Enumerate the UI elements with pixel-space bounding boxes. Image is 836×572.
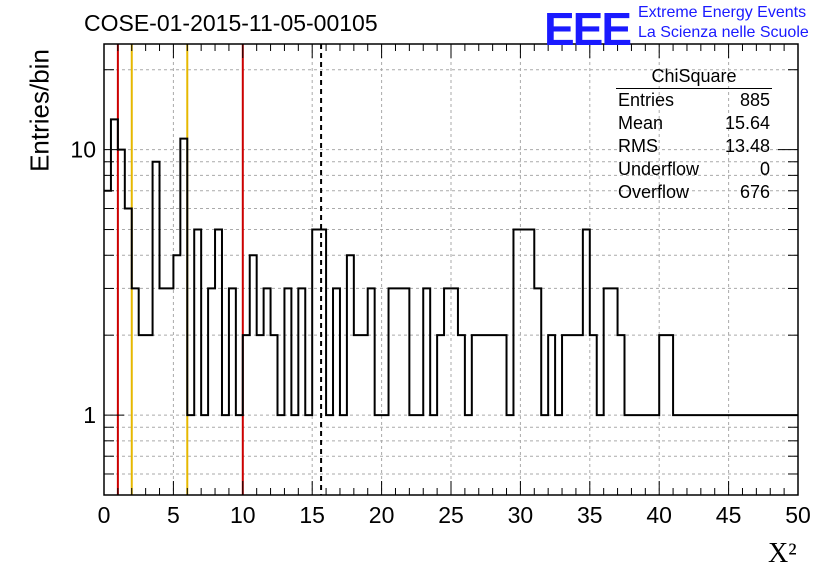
stats-value: 0 <box>759 159 770 179</box>
x-axis-label: X² <box>768 538 797 569</box>
stats-label: Mean <box>618 113 664 133</box>
stats-value: 15.64 <box>724 113 770 133</box>
stats-label: RMS <box>618 136 658 156</box>
stats-row: Underflow 0 <box>612 158 776 181</box>
stats-box: ChiSquare Entries 885 Mean 15.64 RMS 13.48 … <box>612 66 776 204</box>
histogram-line <box>104 118 798 417</box>
x-tick-label: 20 <box>369 502 395 528</box>
x-tick-label: 35 <box>577 502 603 528</box>
stats-row: RMS 13.48 <box>612 135 776 158</box>
stats-row: Entries 885 <box>612 89 776 112</box>
logo-line-1: Extreme Energy Events <box>638 4 807 21</box>
x-tick-label: 30 <box>508 502 534 528</box>
y-tick-label: 10 <box>70 137 96 163</box>
axes: 0 5 10 15 20 25 30 35 40 45 50 1 10 <box>70 43 811 528</box>
stats-row: Overflow 676 <box>612 181 776 204</box>
x-tick-label: 5 <box>167 502 180 528</box>
stats-label: Entries <box>618 90 675 110</box>
chart-title: COSE-01-2015-11-05-00105 <box>84 10 378 36</box>
stats-value: 13.48 <box>724 136 770 156</box>
x-tick-label: 40 <box>646 502 672 528</box>
stats-row: Mean 15.64 <box>612 112 776 135</box>
x-tick-label: 45 <box>716 502 742 528</box>
y-axis-label: Entries/bin <box>24 49 55 172</box>
stats-header: ChiSquare <box>616 66 772 89</box>
eee-logo: EEE <box>544 3 632 55</box>
stats-label: Underflow <box>618 159 700 179</box>
stats-value: 885 <box>739 90 770 110</box>
stats-value: 676 <box>739 182 770 202</box>
x-tick-label: 25 <box>438 502 464 528</box>
x-tick-label: 10 <box>230 502 256 528</box>
x-tick-label: 15 <box>299 502 325 528</box>
x-tick-label: 0 <box>98 502 111 528</box>
x-tick-label: 50 <box>785 502 811 528</box>
logo-line-2: La Scienza nelle Scuole <box>638 24 809 41</box>
stats-label: Overflow <box>618 182 690 202</box>
y-tick-label: 1 <box>83 402 96 428</box>
